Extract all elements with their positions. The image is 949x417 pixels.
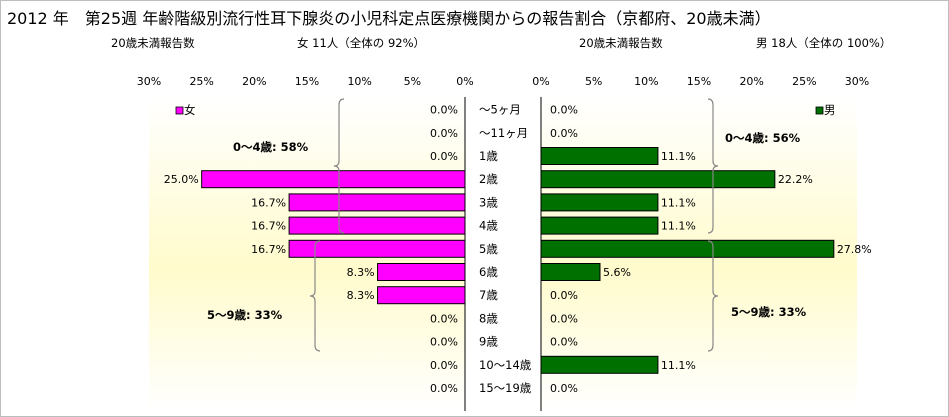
male-legend-swatch xyxy=(815,106,824,115)
male-tick-label: 25% xyxy=(792,75,816,88)
category-label: 2歳 xyxy=(479,172,498,186)
female-tick-label: 10% xyxy=(347,75,371,88)
female-value-label: 16.7% xyxy=(251,220,286,233)
chart-title: 2012 年 第25週 年齢階級別流行性耳下腺炎の小児科定点医療機関からの報告割… xyxy=(7,9,771,28)
female-annotation-5-9: 5～9歳: 33% xyxy=(207,308,283,322)
female-tick-label: 30% xyxy=(137,75,161,88)
female-total: 女 11人（全体の 92%） xyxy=(297,36,426,50)
male-value-label: 27.8% xyxy=(837,243,872,256)
category-label: 4歳 xyxy=(479,219,498,233)
female-value-label: 0.0% xyxy=(430,359,458,372)
category-label: 6歳 xyxy=(479,265,498,279)
female-value-label: 0.0% xyxy=(430,127,458,140)
male-bar xyxy=(540,193,659,212)
male-bar xyxy=(540,216,659,235)
female-tick-label: 5% xyxy=(404,75,421,88)
male-total: 男 18人（全体の 100%） xyxy=(756,36,892,50)
male-value-label: 22.2% xyxy=(778,173,813,186)
category-label: 15～19歳 xyxy=(479,381,532,395)
male-brace-5-9 xyxy=(707,240,719,352)
category-label: 3歳 xyxy=(479,195,498,209)
male-value-label: 0.0% xyxy=(550,336,578,349)
female-value-label: 8.3% xyxy=(347,289,375,302)
female-count-label: 20歳未満報告数 xyxy=(111,36,195,50)
female-bar xyxy=(201,170,466,189)
male-value-label: 11.1% xyxy=(661,196,696,209)
female-tick-label: 15% xyxy=(295,75,319,88)
category-label: 5歳 xyxy=(479,242,498,256)
male-value-label: 11.1% xyxy=(661,150,696,163)
female-bar xyxy=(377,263,466,281)
female-tick-label: 25% xyxy=(189,75,213,88)
female-value-label: 16.7% xyxy=(251,243,286,256)
male-tick-label: 0% xyxy=(532,75,549,88)
male-brace-0-4 xyxy=(707,98,719,234)
male-value-label: 0.0% xyxy=(550,312,578,325)
category-label: ～5ヶ月 xyxy=(479,103,521,117)
male-value-label: 5.6% xyxy=(603,266,631,279)
female-bar xyxy=(288,239,466,258)
male-value-label: 0.0% xyxy=(550,289,578,302)
male-legend-label: 男 xyxy=(824,103,836,117)
female-brace-0-4 xyxy=(333,98,345,234)
male-bar xyxy=(540,239,835,258)
male-annotation-5-9: 5～9歳: 33% xyxy=(731,305,807,319)
male-value-label: 11.1% xyxy=(661,220,696,233)
category-label: 8歳 xyxy=(479,311,498,325)
female-value-label: 0.0% xyxy=(430,104,458,117)
female-legend-swatch xyxy=(175,106,184,115)
female-bar xyxy=(377,286,466,305)
male-bar xyxy=(540,170,776,189)
male-value-label: 0.0% xyxy=(550,127,578,140)
category-label: 10～14歳 xyxy=(479,358,532,372)
male-tick-label: 15% xyxy=(687,75,711,88)
category-label: 7歳 xyxy=(479,288,498,302)
male-bar xyxy=(540,355,659,374)
female-bar xyxy=(288,193,466,212)
female-value-label: 16.7% xyxy=(251,196,286,209)
male-value-label: 0.0% xyxy=(550,382,578,395)
category-label: 1歳 xyxy=(479,149,498,163)
female-value-label: 0.0% xyxy=(430,382,458,395)
male-value-label: 0.0% xyxy=(550,104,578,117)
female-value-label: 0.0% xyxy=(430,336,458,349)
category-label: 9歳 xyxy=(479,335,498,349)
male-bar xyxy=(540,263,601,281)
male-tick-label: 20% xyxy=(739,75,763,88)
female-value-label: 8.3% xyxy=(347,266,375,279)
female-value-label: 25.0% xyxy=(164,173,199,186)
category-label: ～11ヶ月 xyxy=(479,126,528,140)
female-annotation-0-4: 0～4歳: 58% xyxy=(233,140,309,154)
female-bar xyxy=(288,216,466,235)
female-value-label: 0.0% xyxy=(430,150,458,163)
male-annotation-0-4: 0～4歳: 56% xyxy=(725,131,801,145)
female-legend-label: 女 xyxy=(184,103,196,117)
male-tick-label: 30% xyxy=(845,75,869,88)
male-tick-label: 10% xyxy=(634,75,658,88)
female-value-label: 0.0% xyxy=(430,312,458,325)
male-tick-label: 5% xyxy=(585,75,602,88)
male-bar xyxy=(540,147,659,165)
male-value-label: 11.1% xyxy=(661,359,696,372)
female-tick-label: 0% xyxy=(456,75,473,88)
female-tick-label: 20% xyxy=(242,75,266,88)
female-brace-5-9 xyxy=(309,240,321,352)
male-count-label: 20歳未満報告数 xyxy=(579,36,663,50)
